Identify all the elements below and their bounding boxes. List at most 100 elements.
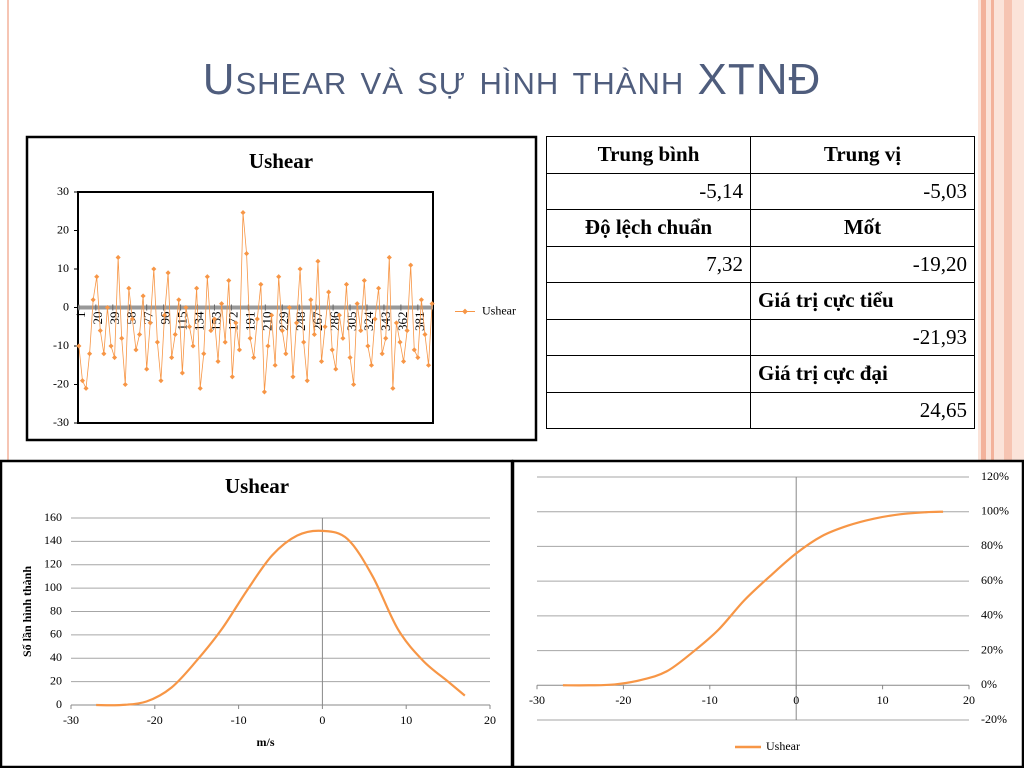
value-cell: -5,14 xyxy=(546,172,751,210)
header-cell: Giá trị cực đại xyxy=(750,355,975,393)
header-cell: Mốt xyxy=(750,209,975,247)
point-marker xyxy=(140,293,146,299)
point-marker xyxy=(108,343,114,349)
point-marker xyxy=(318,358,325,364)
point-marker xyxy=(301,339,307,345)
table-row: Giá trị cực đại xyxy=(546,355,975,393)
stats-table: Trung bình Trung vị -5,14 -5,03 Độ lệch chuẩ… xyxy=(546,136,975,429)
y-tick-label: 20% xyxy=(981,642,1003,656)
y-tick-label: 40 xyxy=(50,650,62,664)
point-marker xyxy=(183,304,189,311)
legend-label: Ushear xyxy=(482,303,516,317)
point-marker xyxy=(276,274,282,280)
point-marker xyxy=(261,389,267,395)
x-tick-label: 0 xyxy=(793,693,799,707)
header-cell: Trung vị xyxy=(750,136,975,174)
point-marker xyxy=(204,274,210,280)
point-marker xyxy=(94,274,100,280)
point-marker xyxy=(336,312,342,318)
point-marker xyxy=(126,285,132,291)
x-tick-label: -10 xyxy=(231,713,247,727)
point-marker xyxy=(418,297,424,303)
value-cell: -21,93 xyxy=(750,318,975,356)
point-marker xyxy=(269,312,275,318)
point-marker xyxy=(376,285,382,291)
point-marker xyxy=(254,316,260,322)
y-tick-label: 60 xyxy=(50,627,62,641)
point-marker xyxy=(133,347,139,353)
x-tick-label: 362 xyxy=(395,312,410,332)
point-marker xyxy=(326,289,332,295)
point-marker xyxy=(161,312,168,318)
point-marker xyxy=(222,339,228,345)
value-cell: 24,65 xyxy=(750,391,975,429)
point-marker xyxy=(211,316,218,322)
table-row: Giá trị cực tiểu xyxy=(546,282,975,320)
y-tick-label: 120% xyxy=(981,469,1009,483)
x-tick-label: 10 xyxy=(400,713,412,727)
point-marker xyxy=(247,335,253,341)
y-tick-label: 20 xyxy=(50,673,62,687)
decor-stripe xyxy=(1004,0,1012,768)
point-marker xyxy=(272,362,278,368)
x-tick-label: 229 xyxy=(276,312,291,332)
x-tick-label: 324 xyxy=(361,311,376,331)
chart-frame xyxy=(0,459,514,768)
point-marker xyxy=(361,278,367,284)
x-tick-label: 10 xyxy=(877,693,889,707)
point-marker xyxy=(90,297,96,303)
x-tick-label: 134 xyxy=(192,311,207,331)
x-tick-label: 20 xyxy=(90,312,105,325)
chart-frame xyxy=(511,459,1024,768)
point-marker xyxy=(293,320,300,326)
series-line xyxy=(562,510,944,687)
point-marker xyxy=(147,320,153,326)
point-marker xyxy=(172,331,178,337)
x-tick-label: 96 xyxy=(158,311,173,325)
y-tick-label: -20% xyxy=(981,712,1007,726)
x-axis-label: m/s xyxy=(257,735,275,749)
header-cell: Trung bình xyxy=(546,136,751,174)
point-marker xyxy=(151,266,157,272)
empty-cell xyxy=(546,318,751,356)
point-marker xyxy=(383,335,389,341)
point-marker xyxy=(158,378,164,384)
point-marker xyxy=(379,351,385,357)
point-marker xyxy=(215,358,221,364)
point-marker xyxy=(333,366,339,372)
x-tick-label: 248 xyxy=(293,312,308,332)
point-marker xyxy=(329,347,335,353)
point-marker xyxy=(322,324,328,330)
x-tick-label: -10 xyxy=(702,693,718,707)
point-marker xyxy=(240,210,246,216)
point-marker xyxy=(219,301,225,307)
empty-cell xyxy=(546,282,751,320)
header-cell: Giá trị cực tiểu xyxy=(750,282,975,320)
point-marker xyxy=(365,343,371,349)
point-marker xyxy=(411,347,417,353)
point-marker xyxy=(372,316,378,322)
point-marker xyxy=(390,385,396,391)
point-marker xyxy=(308,297,314,303)
point-marker xyxy=(179,370,185,376)
point-marker xyxy=(236,347,242,353)
point-marker xyxy=(83,385,89,391)
slide-title: Ushear và sự hình thành XTNĐ xyxy=(202,55,822,104)
point-marker xyxy=(201,351,207,357)
y-tick-label: 30 xyxy=(57,184,69,198)
point-marker xyxy=(297,266,303,272)
point-marker xyxy=(408,262,414,268)
y-tick-label: 80% xyxy=(981,538,1003,552)
chart-title: Ushear xyxy=(225,474,289,498)
x-tick-label: 343 xyxy=(378,312,393,332)
x-tick-label: -20 xyxy=(147,713,163,727)
y-tick-label: 0 xyxy=(56,697,62,711)
point-marker xyxy=(194,285,200,291)
x-tick-label: 39 xyxy=(107,312,122,325)
point-marker xyxy=(144,366,150,372)
series-line xyxy=(96,529,466,707)
chart-frame xyxy=(25,135,538,442)
point-marker xyxy=(290,374,296,380)
y-tick-label: 120 xyxy=(44,557,62,571)
